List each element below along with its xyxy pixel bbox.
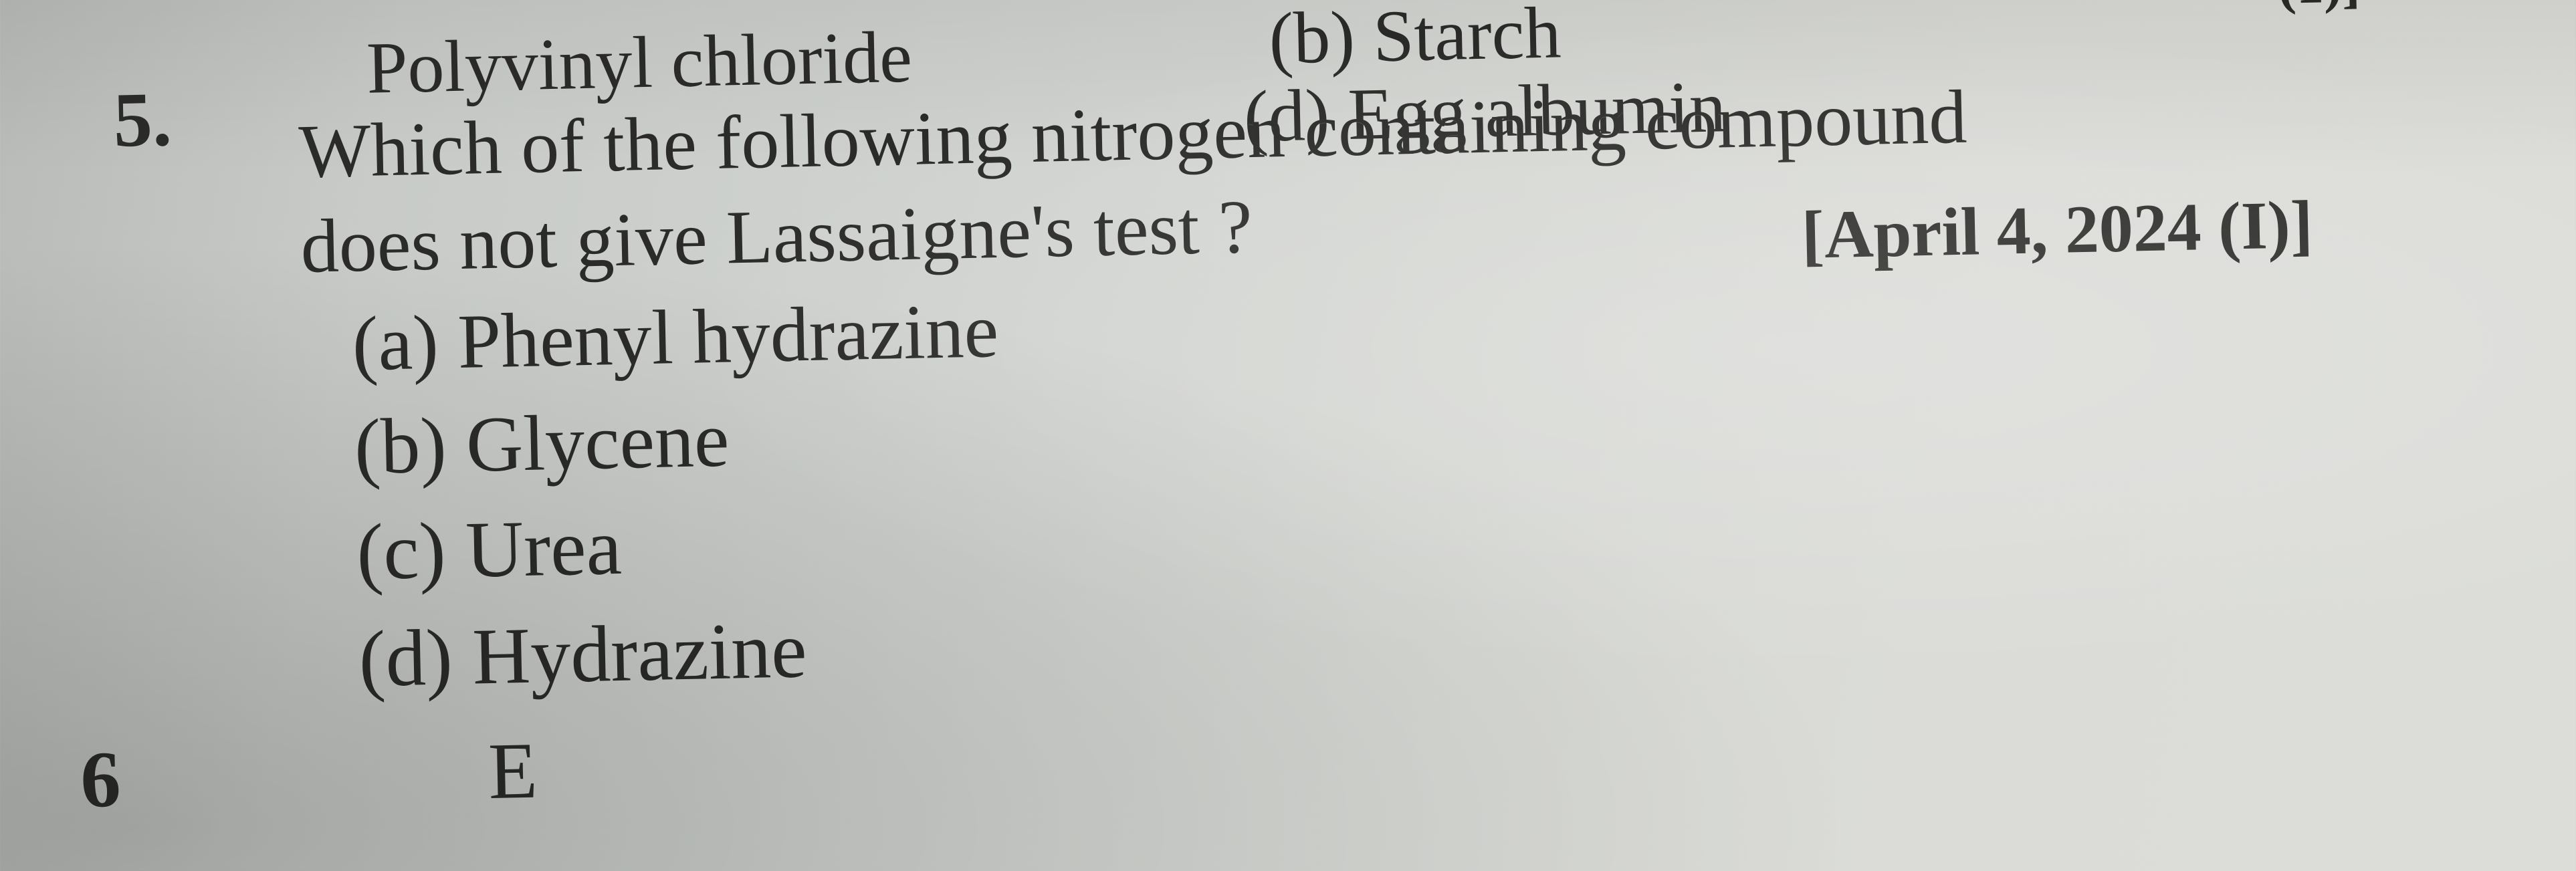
option-c: (c) Urea — [356, 501, 623, 598]
page-surface: (1)] (b) Starch Polyvinyl chloride (d) E… — [0, 0, 2576, 871]
question-tag: [April 4, 2024 (I)] — [1801, 186, 2314, 275]
next-question-letter-fragment: E — [488, 725, 538, 818]
next-question-number-fragment: 6 — [80, 733, 122, 826]
option-a: (a) Phenyl hydrazine — [351, 287, 999, 389]
option-d: (d) Hydrazine — [358, 604, 807, 705]
option-b: (b) Glycene — [354, 394, 730, 493]
question-stem-line2: does not give Lassaigne's test ? — [300, 182, 1253, 291]
fragment-top-right-tail: (1)] — [2277, 0, 2361, 17]
question-number: 5. — [112, 76, 173, 166]
